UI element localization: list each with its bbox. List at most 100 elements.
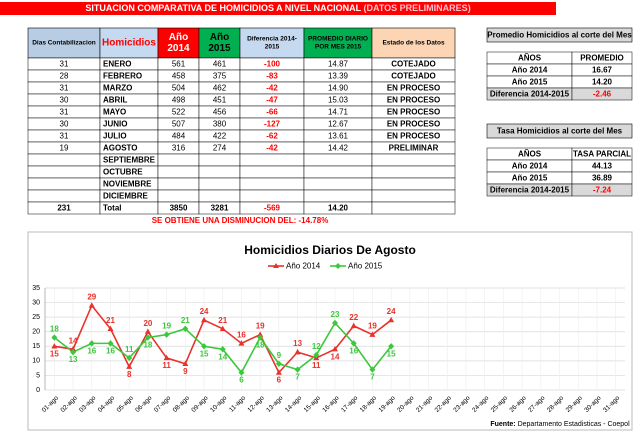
data-label: 19 [162,322,171,331]
cell-text: MARZO [103,84,132,93]
header-cell [239,27,305,59]
point-marker [182,360,189,366]
cell-text: EN PROCESO [387,132,440,141]
source-label: Fuente: [490,421,515,428]
cell-text: OCTUBRE [103,168,143,177]
y-tick-label: 25 [32,314,40,321]
side-cell-text: -2.46 [593,90,612,99]
table-cell [157,153,200,167]
cell-text: 507 [172,120,186,129]
cell-text: 231 [57,204,71,213]
point-marker [369,366,376,373]
cell-text: 522 [172,108,186,117]
point-marker [201,343,208,350]
point-marker [70,346,77,352]
header-label: 2015 [265,44,280,51]
data-label: 7 [295,373,300,382]
point-marker [388,343,395,350]
side-title-cell [486,27,633,43]
header-label: Dias Contabilizacion [32,40,96,47]
side-cell-text: 36.89 [592,174,613,183]
side-title: Promedio Homicidios al corte del Mes [487,31,632,40]
header-label: POR MES 2015 [315,44,362,51]
side-cell-text: Año 2015 [512,78,548,87]
point-marker [332,346,338,352]
y-tick-label: 5 [36,372,40,379]
title-note: (DATOS PRELIMINARES) [364,3,471,13]
data-label: 6 [239,376,244,385]
point-marker [70,348,77,356]
cell-text: -66 [266,108,278,117]
point-marker [163,354,170,361]
cell-text: 451 [213,96,227,105]
title-bar [0,2,556,15]
data-label: 14 [218,352,227,361]
legend-marker [335,263,341,269]
point-marker [182,325,189,332]
data-label: 11 [125,345,134,354]
cell-text: PRELIMINAR [389,144,439,153]
cell-text: 13.39 [328,72,349,81]
header-label: 2014 [167,43,190,54]
cell-text: 484 [172,132,186,141]
point-marker [332,319,338,327]
cell-text: -47 [266,96,278,105]
data-label: 19 [256,322,265,331]
table-cell [371,201,456,215]
cell-text: 31 [60,60,69,69]
data-label: 23 [331,310,340,319]
table-cell [371,189,456,203]
table-cell [157,189,200,203]
point-marker [294,348,301,355]
table-cell [27,177,101,191]
cell-text: JUNIO [103,120,127,129]
title-text: SITUACION COMPARATIVA DE HOMICIDIOS A NI… [85,3,361,13]
cell-text: 422 [213,132,227,141]
cell-text: 504 [172,84,186,93]
cell-text: -62 [266,132,278,141]
table-cell [198,189,241,203]
y-tick-label: 20 [32,329,40,336]
cell-text: 31 [60,108,69,117]
cell-text: -127 [264,120,281,129]
chart-title: Homicidios Diarios De Agosto [244,243,416,257]
data-label: 9 [183,367,188,376]
legend-label: Año 2015 [348,262,383,271]
point-marker [219,325,226,331]
point-marker [88,340,95,347]
data-label: 6 [277,376,282,385]
table-cell [198,153,241,167]
legend-marker [273,263,279,268]
data-label: 12 [312,342,321,351]
header-cell [303,27,373,59]
side-header: AÑOS [518,150,542,159]
point-marker [369,331,376,337]
point-marker [107,340,114,347]
data-label: 14 [331,352,340,361]
side-cell-text: Año 2015 [512,174,548,183]
data-label: 16 [237,330,246,339]
cell-text: 31 [60,132,69,141]
side-cell-text: -7.24 [593,186,612,195]
cell-text: ABRIL [103,96,128,105]
table-cell [371,177,456,191]
cell-text: DICIEMBRE [103,192,149,201]
side-cell-text: Diferencia 2014-2015 [490,90,570,99]
point-marker [275,369,282,375]
cell-text: EN PROCESO [387,108,440,117]
cell-text: 14.87 [328,60,349,69]
side-cell-text: 44.13 [592,162,613,171]
data-label: 21 [218,316,227,325]
cell-text: FEBRERO [103,72,142,81]
header-label: 2015 [208,43,231,54]
side-header: AÑOS [518,54,542,63]
cell-text: 316 [172,144,186,153]
table-cell [303,189,373,203]
data-label: 18 [256,341,265,350]
side-title: Tasa Homicidios al corte del Mes [497,127,623,136]
cell-text: 3850 [170,204,188,213]
point-marker [238,369,245,376]
table-cell [27,165,101,179]
cell-text: 458 [172,72,186,81]
header-cell [198,27,241,59]
